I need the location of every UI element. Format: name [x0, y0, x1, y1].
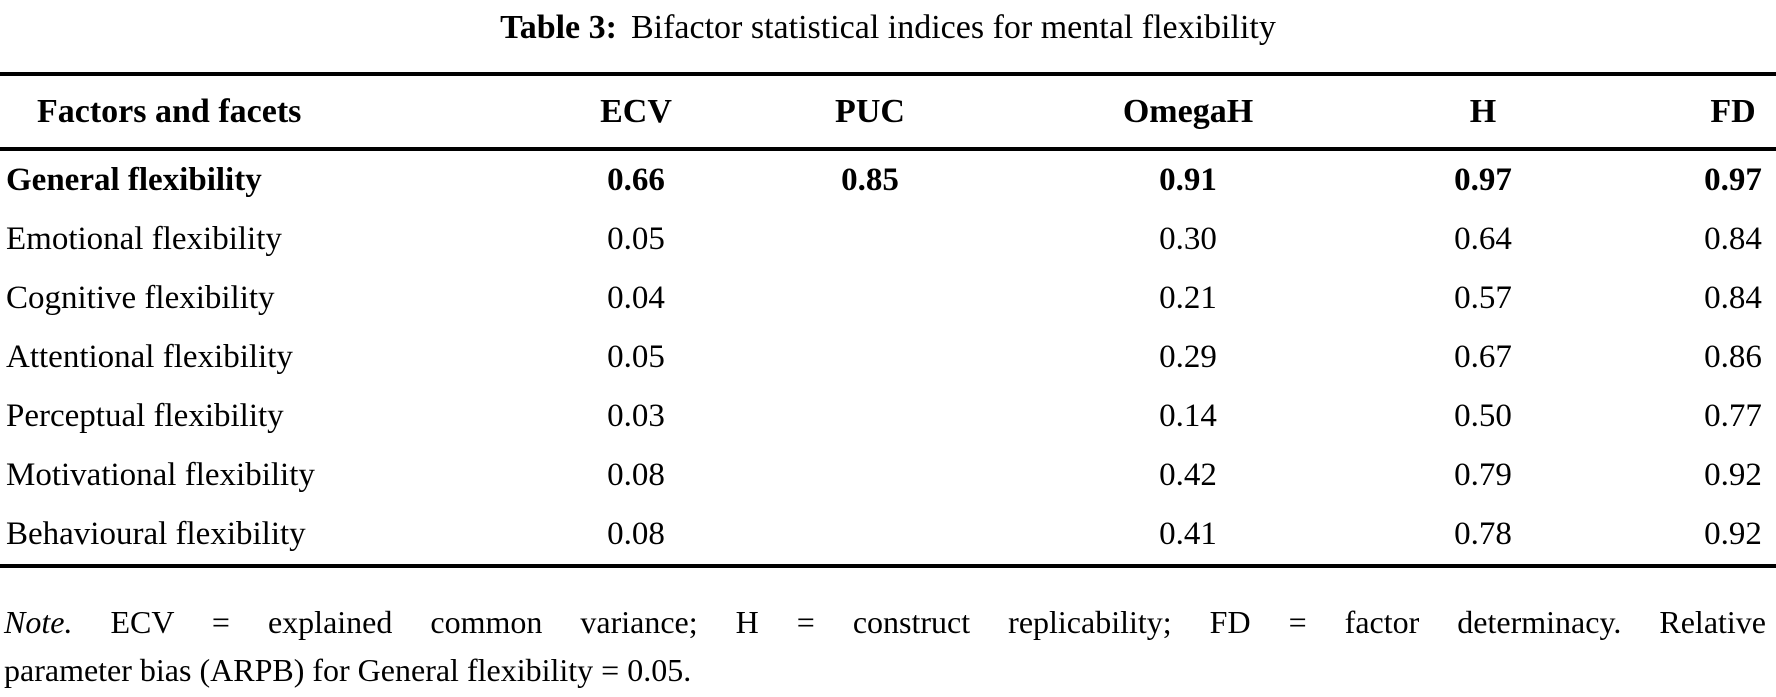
table-bottom-rule	[0, 564, 1776, 568]
cell-ecv: 0.08	[607, 457, 665, 493]
column-header-omegah: OmegaH	[1122, 93, 1254, 130]
cell-h: 0.67	[1454, 339, 1512, 375]
cell-fd: 0.97	[1704, 162, 1762, 198]
table-note-line2: parameter bias (ARPB) for General flexib…	[4, 652, 692, 688]
cell-h: 0.78	[1454, 516, 1512, 552]
cell-omegah: 0.91	[1159, 162, 1217, 198]
row-factor-label: General flexibility	[6, 162, 262, 198]
table-top-rule	[0, 72, 1776, 76]
table-caption-label: Table 3:	[500, 9, 617, 46]
row-factor-label: Behavioural flexibility	[6, 516, 306, 552]
table-note-line1: Note. ECV = explained common variance; H…	[4, 598, 1766, 646]
table-caption-text: Bifactor statistical indices for mental …	[630, 9, 1276, 46]
row-factor-label: Cognitive flexibility	[6, 280, 275, 316]
column-header-fd: FD	[1710, 93, 1756, 130]
table-note: Note. ECV = explained common variance; H…	[0, 598, 1776, 694]
table-row-attentional-flexibility: Attentional flexibility 0.05 0.29 0.67 0…	[0, 328, 1776, 387]
table-note-label: Note.	[4, 604, 73, 640]
row-factor-label: Emotional flexibility	[6, 221, 282, 257]
cell-fd: 0.86	[1704, 339, 1762, 375]
cell-ecv: 0.05	[607, 221, 665, 257]
table-row-general-flexibility: General flexibility 0.66 0.85 0.91 0.97 …	[0, 151, 1776, 210]
cell-ecv: 0.08	[607, 516, 665, 552]
cell-ecv: 0.03	[607, 398, 665, 434]
cell-ecv: 0.04	[607, 280, 665, 316]
cell-omegah: 0.30	[1159, 221, 1217, 257]
cell-fd: 0.92	[1704, 516, 1762, 552]
cell-omegah: 0.14	[1159, 398, 1217, 434]
row-factor-label: Attentional flexibility	[6, 339, 293, 375]
table-caption: Table 3: Bifactor statistical indices for…	[0, 0, 1776, 48]
cell-fd: 0.92	[1704, 457, 1762, 493]
row-factor-label: Perceptual flexibility	[6, 398, 284, 434]
cell-fd: 0.84	[1704, 221, 1762, 257]
table-row-perceptual-flexibility: Perceptual flexibility 0.03 0.14 0.50 0.…	[0, 387, 1776, 446]
cell-ecv: 0.05	[607, 339, 665, 375]
cell-omegah: 0.42	[1159, 457, 1217, 493]
row-factor-label: Motivational flexibility	[6, 457, 315, 493]
cell-puc: 0.85	[841, 162, 899, 198]
table-note-text: ECV = explained common variance; H = con…	[110, 604, 1767, 640]
table-row-cognitive-flexibility: Cognitive flexibility 0.04 0.21 0.57 0.8…	[0, 269, 1776, 328]
table-header-rule	[0, 147, 1776, 151]
cell-h: 0.57	[1454, 280, 1512, 316]
cell-h: 0.79	[1454, 457, 1512, 493]
table-header-row: Factors and facets ECV PUC OmegaH H FD	[0, 76, 1776, 147]
column-header-h: H	[1469, 93, 1497, 130]
cell-h: 0.64	[1454, 221, 1512, 257]
cell-omegah: 0.21	[1159, 280, 1217, 316]
cell-omegah: 0.41	[1159, 516, 1217, 552]
cell-fd: 0.84	[1704, 280, 1762, 316]
column-header-puc: PUC	[835, 93, 905, 130]
table-row-behavioural-flexibility: Behavioural flexibility 0.08 0.41 0.78 0…	[0, 505, 1776, 564]
table-row-motivational-flexibility: Motivational flexibility 0.08 0.42 0.79 …	[0, 446, 1776, 505]
cell-omegah: 0.29	[1159, 339, 1217, 375]
cell-fd: 0.77	[1704, 398, 1762, 434]
table-row-emotional-flexibility: Emotional flexibility 0.05 0.30 0.64 0.8…	[0, 210, 1776, 269]
cell-h: 0.97	[1454, 162, 1512, 198]
column-header-factors: Factors and facets	[37, 93, 302, 130]
column-header-ecv: ECV	[600, 93, 672, 130]
cell-h: 0.50	[1454, 398, 1512, 434]
cell-ecv: 0.66	[607, 162, 665, 198]
